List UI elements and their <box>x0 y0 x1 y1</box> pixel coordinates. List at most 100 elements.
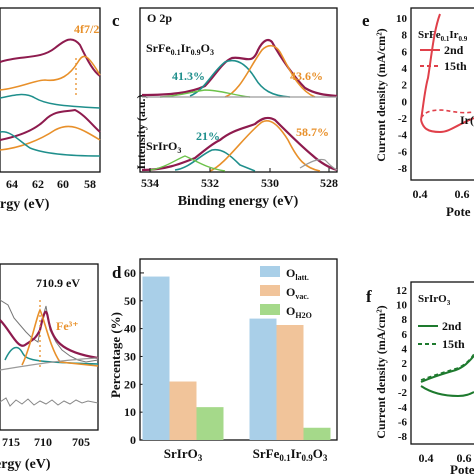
panel-c-top-left-pct: 41.3% <box>172 69 205 83</box>
panel-c-bottom-sample: SrIrO3 <box>146 139 181 155</box>
panel-c-top-sample: SrFe0.1Ir0.9O3 <box>146 41 214 57</box>
panel-c-title: O 2p <box>147 11 172 25</box>
panel-d-letter: d <box>112 263 122 282</box>
panel-f-ytick-3: 6 <box>402 329 408 341</box>
panel-f-xtick-0: 0.4 <box>419 451 434 465</box>
panel-a-xtick-2: 60 <box>57 177 69 191</box>
panel-b-peak-label: 710.9 eV <box>36 276 80 290</box>
panel-e-ytick-6: -2 <box>398 113 408 125</box>
legend-label-h2o: OH2O <box>286 304 312 320</box>
panel-e-frame <box>410 7 474 181</box>
panel-a: 4f7/2 64 62 60 58 rgy (eV) <box>0 7 101 212</box>
panel-b-envelope <box>0 310 99 360</box>
panel-a-orange-top <box>0 55 101 91</box>
panel-b-xtick-2: 705 <box>72 435 90 449</box>
panel-e-cv-upper <box>420 13 441 121</box>
panel-c-bottom-left-pct: 21% <box>196 129 220 143</box>
bar-SrFe0.1Ir0.9O3-1 <box>276 324 304 440</box>
panel-e-ytick-3: 4 <box>402 63 408 75</box>
panel-a-peak-label: 4f7/2 <box>74 22 99 36</box>
panel-d-ytick-5: 50 <box>124 294 136 308</box>
bar-SrIrO3-2 <box>196 407 224 440</box>
panel-e-ytick-7: -4 <box>398 130 408 142</box>
bar-SrIrO3-1 <box>169 381 197 440</box>
panel-f-sample: SrIrO3 <box>418 293 451 307</box>
panel-f-legend-15th: 15th <box>442 337 465 351</box>
panel-b: 710.9 eV Fe³⁺ 715 710 705 Binding energy… <box>0 263 99 472</box>
panel-d-frame <box>139 258 338 441</box>
bar-SrFe0.1Ir0.9O3-2 <box>303 427 331 440</box>
panel-c-bottom-right-pct: 58.7% <box>296 125 329 139</box>
panel-a-teal-bottom <box>0 131 101 157</box>
panel-c-xtick-2: 530 <box>261 176 279 190</box>
panel-d-ytick-2: 20 <box>124 377 136 391</box>
panel-b-residual <box>0 397 99 407</box>
panel-e-ytick-1: 8 <box>402 30 408 42</box>
panel-f-legend-2nd: 2nd <box>442 319 462 333</box>
panel-b-xtick-0: 715 <box>2 435 20 449</box>
panel-f-frame <box>410 281 474 445</box>
panel-c-xtick-3: 528 <box>320 176 338 190</box>
panel-e-xlabel: Pote <box>446 204 471 219</box>
panel-e-xtick-1: 0.6 <box>455 187 470 201</box>
panel-e: e Current density (mA/cm²) SrFe0.1Ir0.9 … <box>362 7 474 219</box>
panel-e-ytick-9: -8 <box>398 163 408 175</box>
panel-f-cv-dashed <box>420 353 474 381</box>
panel-e-cv-dashed <box>420 109 474 119</box>
panel-d-ytick-6: 60 <box>124 266 136 280</box>
panel-d-category-0: SrIrO3 <box>164 446 203 463</box>
panel-a-frame <box>0 7 101 173</box>
legend-swatch-h2o <box>260 304 280 315</box>
panel-f-xtick-1: 0.6 <box>457 451 472 465</box>
panel-e-cv-lower <box>420 117 474 134</box>
panel-f-ylabel: Current density (mA/cm²) <box>374 305 388 438</box>
panel-c-bottom-green <box>149 155 226 172</box>
legend-swatch-latt <box>260 266 280 277</box>
panel-c-top-envelope <box>141 39 338 98</box>
panel-f-ytick-4: 4 <box>402 343 408 355</box>
panel-e-ylabel: Current density (mA/cm²) <box>374 28 388 161</box>
panel-a-envelope-bottom <box>0 108 101 141</box>
panel-c-top-orange <box>224 44 316 98</box>
legend-swatch-vac <box>260 285 280 296</box>
panel-d-bars <box>142 276 331 440</box>
panel-e-xtick-0: 0.4 <box>413 187 428 201</box>
panel-e-legend-2nd: 2nd <box>444 43 464 57</box>
legend-label-latt: Olatt. <box>286 266 309 282</box>
panel-f-ytick-9: -6 <box>398 416 408 428</box>
panel-e-ytick-0: 10 <box>396 13 408 25</box>
panel-d: d Percentage (%) 0 10 20 30 40 50 60 Olatt. Ov… <box>108 258 338 463</box>
panel-e-letter: e <box>362 11 370 30</box>
panel-c: c Intensity (a.u.) O 2p SrFe0.1Ir0.9O3 4… <box>112 7 338 209</box>
panel-a-xlabel: rgy (eV) <box>0 197 50 212</box>
panel-d-ytick-0: 0 <box>130 433 136 447</box>
panel-e-ytick-5: 0 <box>402 96 408 108</box>
bar-SrIrO3-0 <box>142 276 170 440</box>
panel-f-xlabel: Pote <box>450 462 474 474</box>
panel-b-frame <box>0 263 99 431</box>
panel-c-xtick-1: 532 <box>201 176 219 190</box>
panel-c-ylabel: Intensity (a.u.) <box>134 94 148 169</box>
panel-e-ytick-8: -6 <box>398 146 408 158</box>
panel-f-yaxis: 12 10 8 6 4 2 0 -2 -4 -6 -8 <box>396 285 408 443</box>
panel-d-ylabel: Percentage (%) <box>108 312 123 398</box>
panel-c-bottom-orange <box>209 120 321 172</box>
panel-b-ion-label: Fe³⁺ <box>56 319 79 333</box>
panel-d-ytick-4: 40 <box>124 322 136 336</box>
panel-f-cv-upper <box>420 355 474 383</box>
panel-f-letter: f <box>366 287 372 306</box>
panel-a-xtick-3: 58 <box>84 177 96 191</box>
panel-e-legend-15th: 15th <box>444 59 467 73</box>
panel-e-yaxis: 10 8 6 4 2 0 -2 -4 -6 -8 <box>396 13 408 175</box>
panel-b-raw-noise <box>0 299 99 363</box>
panel-c-letter: c <box>112 11 120 30</box>
panel-c-xlabel: Binding energy (eV) <box>178 194 299 209</box>
panel-c-bottom-teal <box>174 148 256 172</box>
panel-a-xtick-0: 64 <box>6 177 18 191</box>
panel-a-xtick-1: 62 <box>32 177 44 191</box>
panel-f-ytick-7: -2 <box>398 387 408 399</box>
panel-b-xlabel: Binding energy (eV) <box>0 457 51 472</box>
panel-a-envelope-top <box>0 38 101 77</box>
panel-c-top-right-pct: 43.6% <box>290 69 323 83</box>
